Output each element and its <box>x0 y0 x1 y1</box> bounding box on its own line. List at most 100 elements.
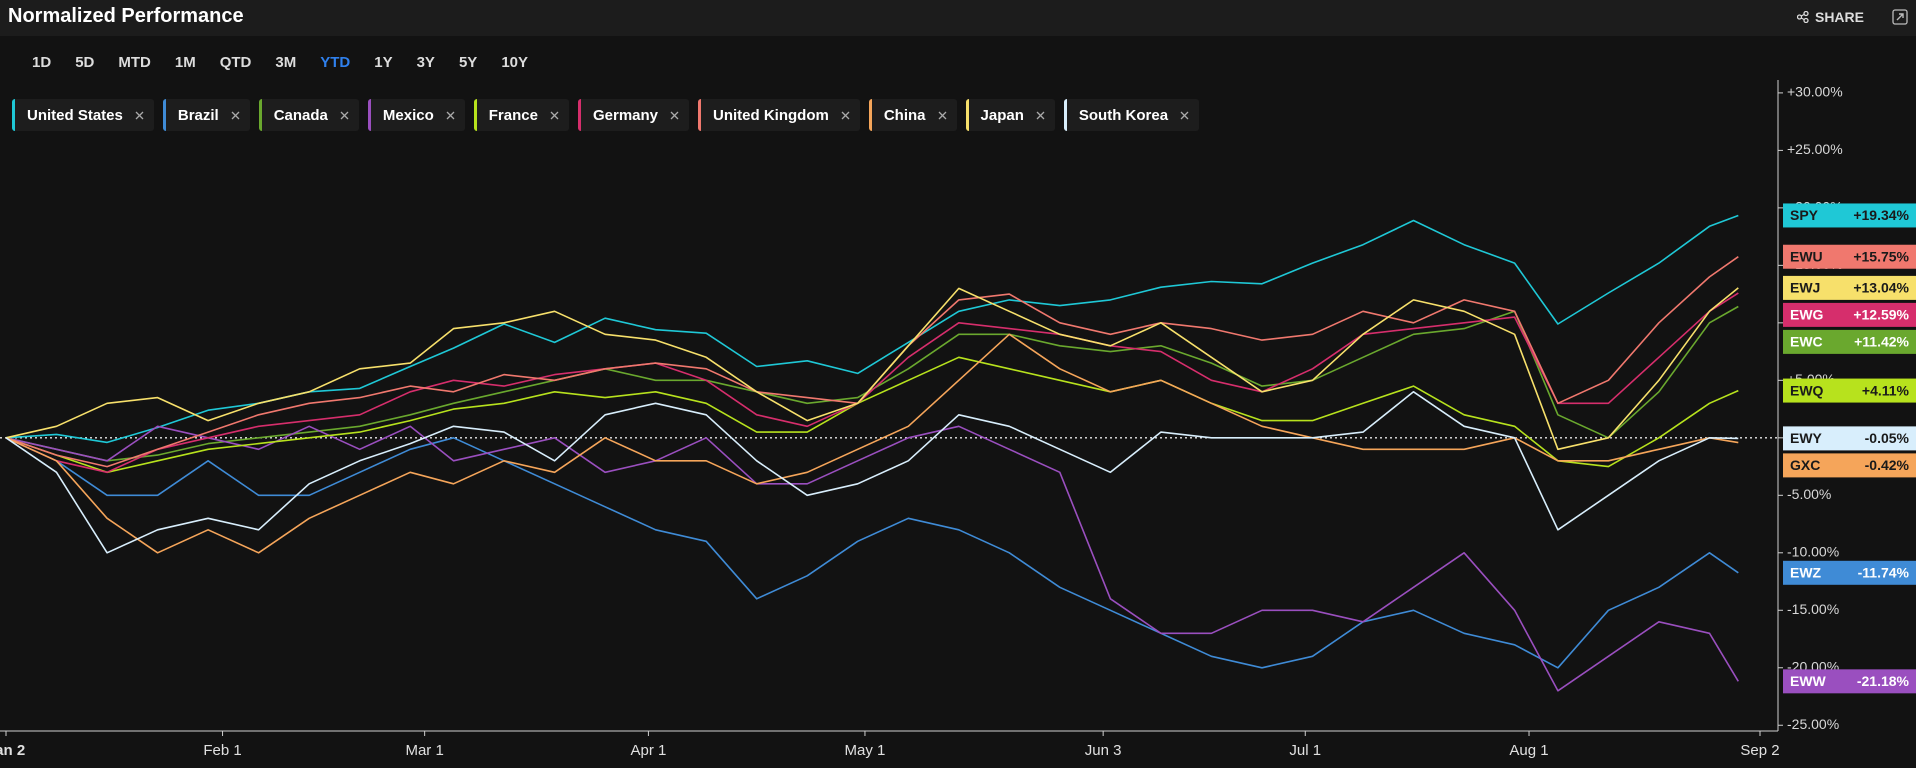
timeframe-button[interactable]: QTD <box>219 54 252 71</box>
legend-item[interactable]: China <box>868 99 957 131</box>
series-line <box>5 287 1739 451</box>
x-tick-label: Jun 3 <box>1085 742 1122 759</box>
x-tick-label: Feb 1 <box>203 742 241 759</box>
end-label-ticker: EWY <box>1790 430 1823 446</box>
end-label: EWG +12.59% <box>1783 302 1916 327</box>
series-line <box>5 437 1739 669</box>
end-label-value: +4.11% <box>1862 382 1910 398</box>
end-label-ticker: EWJ <box>1790 280 1820 296</box>
end-label-ticker: EWC <box>1790 334 1823 350</box>
legend-item[interactable]: United Kingdom <box>698 99 860 131</box>
x-tick-label: Aug 1 <box>1509 742 1548 759</box>
end-label-value: +13.04% <box>1853 280 1909 296</box>
y-tick-label: -15.00% <box>1787 601 1839 617</box>
series-line <box>5 292 1739 474</box>
end-label-ticker: EWW <box>1790 673 1827 689</box>
end-label-ticker: EWZ <box>1790 564 1822 580</box>
y-tick-label: -10.00% <box>1787 543 1839 559</box>
remove-icon[interactable] <box>670 111 679 120</box>
share-label: SHARE <box>1814 9 1864 25</box>
timeframe-button[interactable]: 3Y <box>416 54 435 71</box>
end-label-ticker: EWU <box>1790 248 1823 264</box>
end-label-value: -11.74% <box>1858 564 1910 580</box>
timeframe-button[interactable]: 10Y <box>501 54 529 71</box>
remove-icon[interactable] <box>231 111 240 120</box>
timeframe-button[interactable]: 5Y <box>458 54 478 71</box>
series-line <box>5 391 1739 554</box>
remove-icon[interactable] <box>938 111 947 120</box>
timeframe-button[interactable]: 3M <box>275 54 297 71</box>
end-label: EWY -0.05% <box>1783 426 1916 451</box>
x-tick-label: Apr 1 <box>630 742 666 759</box>
legend-label: Canada <box>273 106 328 124</box>
legend-label: Japan <box>980 106 1024 124</box>
expand-button[interactable] <box>1892 9 1908 25</box>
timeframe-button[interactable]: MTD <box>118 54 151 71</box>
end-label-ticker: EWQ <box>1790 382 1824 398</box>
series-line <box>5 356 1739 474</box>
end-label-ticker: SPY <box>1790 207 1819 223</box>
end-label-value: +15.75% <box>1853 248 1909 264</box>
end-label-box <box>1783 426 1916 451</box>
end-label-box <box>1783 453 1916 478</box>
share-button[interactable]: SHARE <box>1796 9 1864 25</box>
end-label-value: +12.59% <box>1853 307 1909 323</box>
end-label-box <box>1783 203 1916 228</box>
legend-label: Germany <box>592 106 659 124</box>
remove-icon[interactable] <box>550 111 559 120</box>
legend-label: France <box>488 106 538 124</box>
end-label-value: +19.34% <box>1853 207 1909 223</box>
legend-label: United Kingdom <box>713 106 829 124</box>
legend-item[interactable]: Japan <box>965 99 1055 131</box>
timeframe-button[interactable]: 1Y <box>374 54 393 71</box>
share-icon <box>1796 11 1809 23</box>
timeframe-button[interactable]: 1D <box>32 54 52 71</box>
end-label-ticker: GXC <box>1790 457 1820 473</box>
timeframe-button[interactable]: YTD <box>320 54 351 71</box>
remove-icon[interactable] <box>446 111 455 120</box>
series-line <box>5 305 1739 462</box>
end-label: EWZ -11.74% <box>1783 560 1916 585</box>
end-label-box <box>1783 329 1916 354</box>
remove-icon[interactable] <box>1036 111 1045 120</box>
timeframe-button[interactable]: 1M <box>174 54 196 71</box>
series-line <box>5 333 1739 554</box>
end-label-box <box>1783 275 1916 300</box>
legend-label: United States <box>27 106 123 124</box>
top-bar: Normalized Performance SHARE <box>0 0 1916 36</box>
remove-icon[interactable] <box>841 111 850 120</box>
end-label-ticker: EWG <box>1790 307 1824 323</box>
legend-item[interactable]: United States <box>12 99 154 131</box>
end-label-value: +11.42% <box>1854 334 1909 350</box>
legend-item[interactable]: Germany <box>577 99 690 131</box>
remove-icon[interactable] <box>135 111 144 120</box>
end-label-value: -21.18% <box>1857 673 1910 689</box>
y-tick-label: +30.00% <box>1787 84 1843 100</box>
end-label: EWW -21.18% <box>1783 669 1916 694</box>
x-tick-label: Sep 2 <box>1740 742 1779 759</box>
x-tick-label: Mar 1 <box>405 742 443 759</box>
legend-item[interactable]: South Korea <box>1063 99 1200 131</box>
timeframe-button[interactable]: 5D <box>75 54 95 71</box>
end-label-value: -0.05% <box>1865 430 1910 446</box>
end-label: EWQ +4.11% <box>1783 378 1916 403</box>
legend-item[interactable]: Brazil <box>162 99 250 131</box>
x-tick-label: Jul 1 <box>1289 742 1321 759</box>
remove-icon[interactable] <box>1180 111 1189 120</box>
remove-icon[interactable] <box>340 111 349 120</box>
timeframe-toolbar: 1D 5D MTD 1M QTD 3M YTD 1Y 3Y 5Y 10Y <box>20 50 540 75</box>
end-label-box <box>1783 302 1916 327</box>
end-label: EWU +15.75% <box>1783 244 1916 269</box>
legend-item[interactable]: France <box>473 99 569 131</box>
legend-item[interactable]: Canada <box>258 99 359 131</box>
end-label: EWC +11.42% <box>1783 329 1916 354</box>
series-line <box>5 214 1739 444</box>
y-tick-label: -5.00% <box>1787 486 1831 502</box>
legend: United States Brazil Canada Mexico France Ger… <box>12 99 1200 131</box>
legend-label: South Korea <box>1078 106 1169 124</box>
end-label: GXC -0.42% <box>1783 453 1916 478</box>
series-line <box>5 425 1739 692</box>
legend-item[interactable]: Mexico <box>367 99 465 131</box>
